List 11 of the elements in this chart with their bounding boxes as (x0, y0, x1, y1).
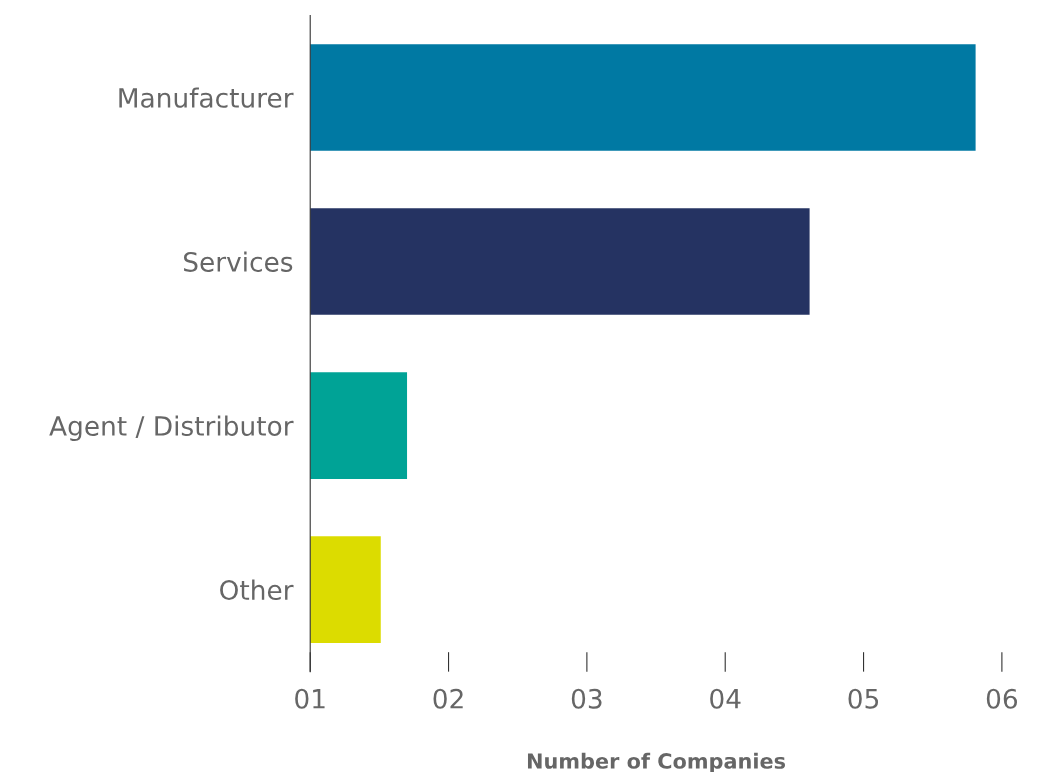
x-axis-title: Number of Companies (527, 752, 786, 772)
x-tick-label: 01 (295, 688, 325, 709)
y-tick-label: Other (220, 579, 294, 601)
y-tick-label: Agent / Distributor (49, 415, 294, 442)
x-tick-label: 04 (710, 688, 741, 709)
x-tick-label: 06 (986, 688, 1018, 709)
x-tick-label: 05 (848, 688, 879, 709)
y-tick-label: Manufacturer (119, 87, 294, 108)
y-tick-label: Services (184, 251, 293, 272)
x-tick-label: 02 (433, 688, 463, 709)
x-tick-label: 03 (571, 688, 602, 709)
